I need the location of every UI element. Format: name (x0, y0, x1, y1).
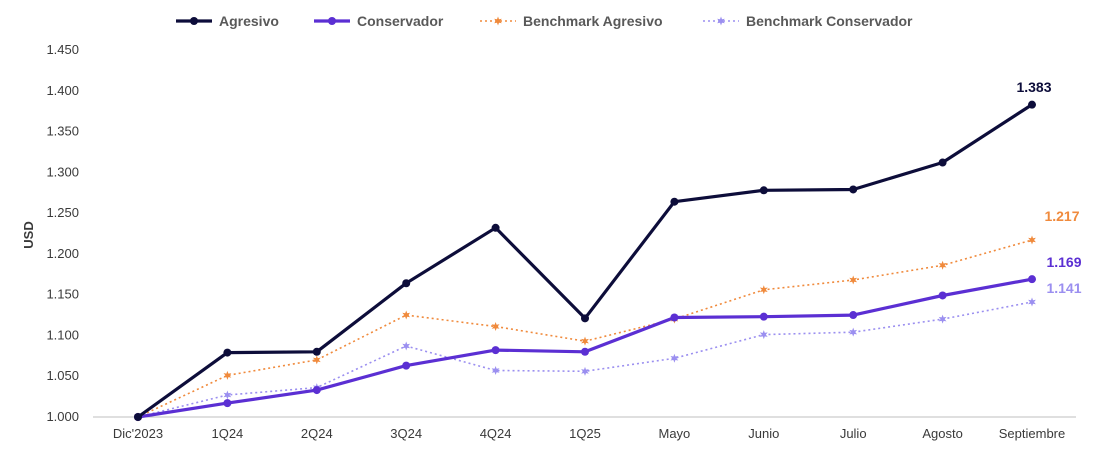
data-point (1028, 235, 1036, 245)
y-tick-label: 1.350 (46, 124, 79, 139)
end-value-label: 1.141 (1046, 280, 1081, 296)
legend-item: Benchmark Agresivo (480, 13, 663, 29)
x-tick-label: Junio (748, 426, 779, 441)
data-point (938, 158, 947, 167)
data-point (402, 341, 411, 351)
data-point (938, 291, 947, 300)
x-tick-label: 3Q24 (390, 426, 422, 441)
x-tick-label: Mayo (659, 426, 691, 441)
data-point (1028, 100, 1036, 109)
data-point (581, 347, 589, 356)
y-tick-label: 1.000 (46, 409, 79, 424)
series-line (137, 301, 1033, 418)
data-point (491, 321, 500, 331)
data-point (312, 347, 321, 356)
data-point (849, 327, 858, 337)
data-point (491, 346, 500, 355)
data-point (491, 366, 500, 376)
data-point (938, 260, 947, 270)
y-tick-label: 1.450 (46, 42, 79, 57)
y-tick-label: 1.050 (46, 368, 79, 383)
data-point (849, 311, 858, 320)
legend-item: Conservador (314, 13, 444, 29)
series-line (137, 239, 1033, 418)
x-tick-label: Julio (840, 426, 867, 441)
legend-item: Agresivo (176, 13, 279, 29)
y-axis: 1.000 1.050 1.100 1.150 1.200 1.250 1.300 1.350… (46, 42, 79, 424)
end-value-label: 1.383 (1016, 79, 1051, 95)
x-axis: Dic'2023 1Q24 2Q24 3Q24 4Q24 1Q25 Mayo Junio Jul… (93, 416, 1076, 441)
legend-swatch-marker (717, 16, 725, 26)
data-point (402, 361, 411, 370)
legend-label: Benchmark Conservador (746, 13, 913, 29)
x-tick-label: 4Q24 (480, 426, 512, 441)
series-conservador (134, 275, 1036, 421)
y-tick-label: 1.150 (46, 287, 79, 302)
y-tick-label: 1.400 (46, 83, 79, 98)
y-tick-label: 1.250 (46, 205, 79, 220)
data-point (670, 353, 679, 363)
legend-label: Conservador (357, 13, 444, 29)
data-point (134, 413, 142, 421)
data-point (759, 312, 768, 321)
end-labels: 1.383 1.169 1.217 1.141 (1016, 79, 1081, 296)
legend-swatch-marker (190, 17, 198, 25)
data-point (402, 279, 411, 288)
x-tick-label: Agosto (922, 426, 962, 441)
x-tick-label: Septiembre (999, 426, 1065, 441)
legend-label: Benchmark Agresivo (523, 13, 663, 29)
data-point (223, 399, 232, 408)
series-benchmark-agresivo (134, 235, 1036, 422)
data-point (581, 314, 589, 323)
legend-label: Agresivo (219, 13, 279, 29)
data-point (1028, 297, 1036, 307)
data-point (938, 314, 947, 324)
x-tick-label: 1Q24 (211, 426, 243, 441)
data-point (491, 223, 500, 232)
x-tick-label: 1Q25 (569, 426, 601, 441)
legend-swatch-marker (494, 16, 502, 26)
data-point (312, 386, 321, 395)
data-point (581, 336, 589, 346)
data-point (581, 366, 589, 376)
data-point (223, 390, 232, 400)
end-value-label: 1.217 (1044, 208, 1079, 224)
data-point (402, 310, 411, 320)
data-point (223, 348, 232, 357)
x-tick-label: Dic'2023 (113, 426, 163, 441)
data-point (670, 197, 679, 206)
y-tick-label: 1.200 (46, 246, 79, 261)
data-point (849, 185, 858, 194)
data-point (759, 330, 768, 340)
data-point (759, 285, 768, 295)
data-point (223, 370, 232, 380)
legend-item: Benchmark Conservador (703, 13, 913, 29)
data-point (312, 355, 321, 365)
legend: Agresivo Conservador Benchmark Agresivo Ben… (176, 13, 913, 29)
legend-swatch-marker (328, 17, 336, 25)
end-value-label: 1.169 (1046, 254, 1081, 270)
x-tick-label: 2Q24 (301, 426, 333, 441)
data-point (849, 275, 858, 285)
y-tick-label: 1.100 (46, 327, 79, 342)
y-axis-title: USD (21, 221, 36, 248)
data-point (670, 313, 679, 322)
series-agresivo (134, 100, 1036, 421)
data-point (1028, 275, 1036, 284)
y-tick-label: 1.300 (46, 164, 79, 179)
data-point (759, 186, 768, 195)
series-layer (134, 100, 1036, 422)
